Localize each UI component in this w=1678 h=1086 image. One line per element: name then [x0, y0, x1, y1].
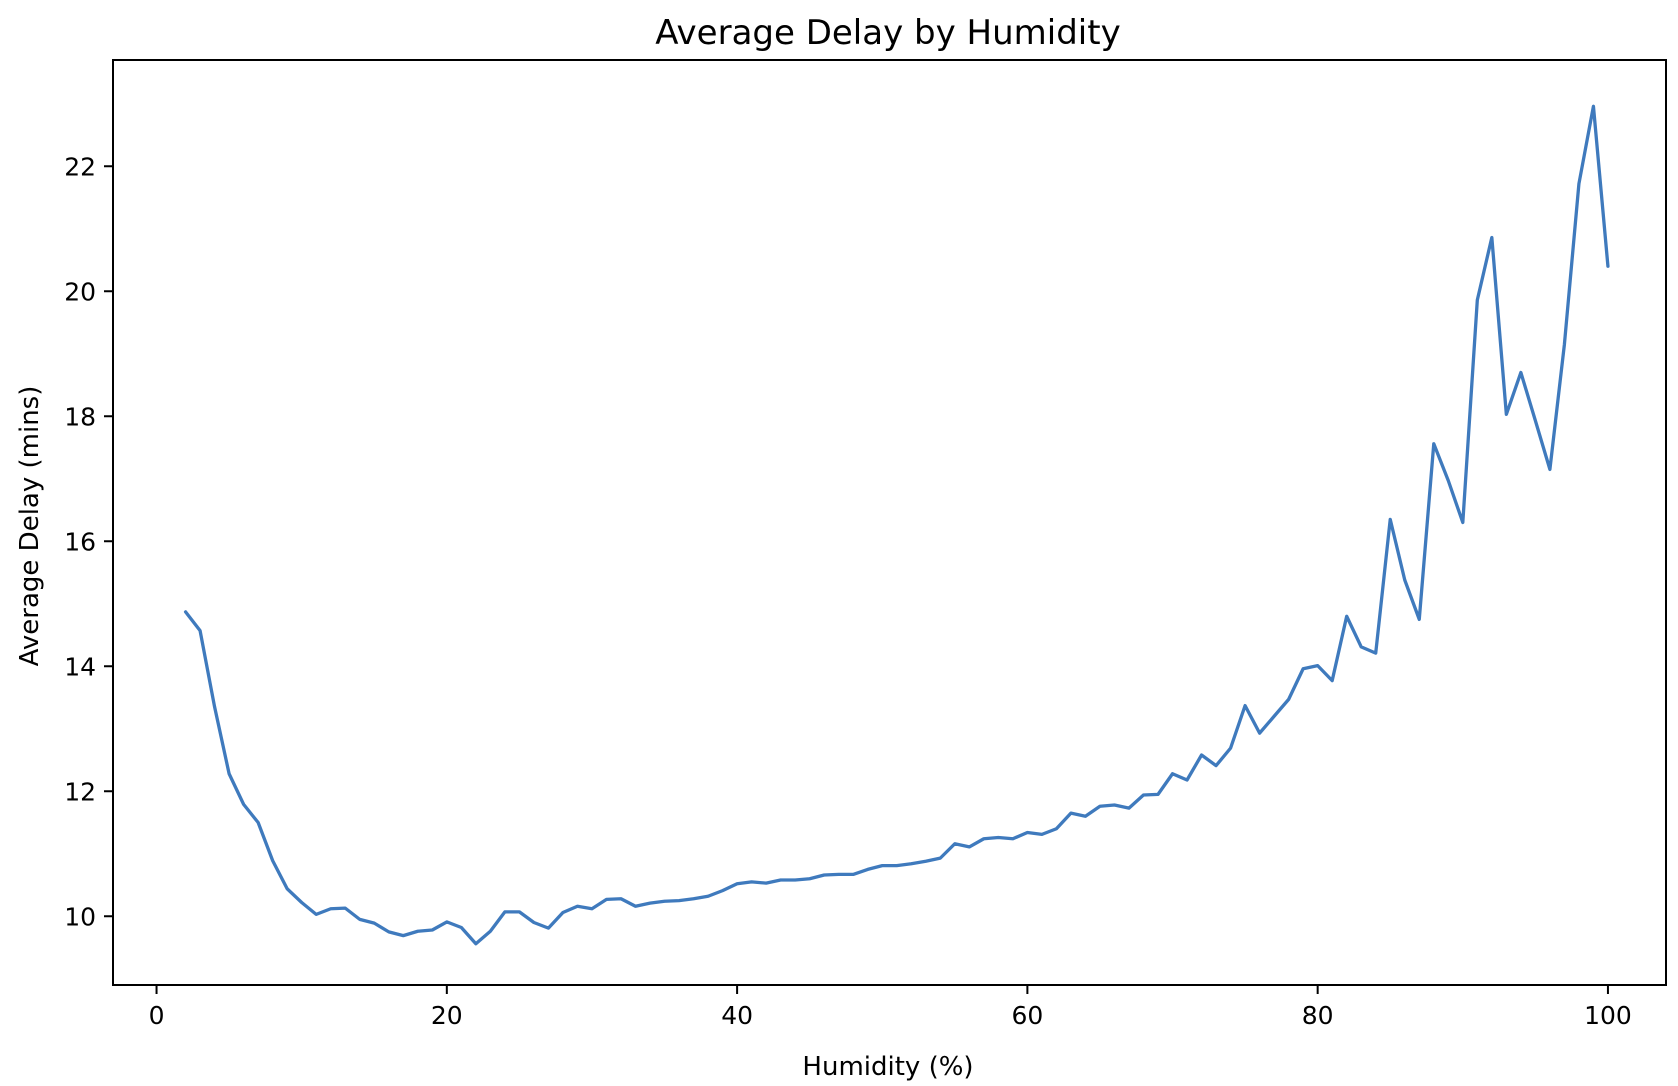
chart-title: Average Delay by Humidity — [655, 13, 1120, 53]
y-tick-label-10: 10 — [64, 902, 96, 931]
x-tick-label-100: 100 — [1584, 1001, 1632, 1030]
x-tick-label-40: 40 — [721, 1001, 753, 1030]
y-tick-label-16: 16 — [64, 527, 96, 556]
y-tick-label-22: 22 — [64, 152, 96, 181]
y-tick-label-14: 14 — [64, 652, 96, 681]
y-axis-label: Average Delay (mins) — [15, 386, 45, 667]
x-tick-label-20: 20 — [431, 1001, 463, 1030]
axes-frame — [112, 59, 1667, 986]
y-tick-label-18: 18 — [64, 402, 96, 431]
x-tick-label-80: 80 — [1302, 1001, 1334, 1030]
x-axis-label: Humidity (%) — [802, 1052, 973, 1082]
plot-area: 0 20 40 60 80 100 10 12 14 16 18 20 22 — [64, 59, 1667, 1030]
y-tick-label-20: 20 — [64, 277, 96, 306]
x-tick-label-60: 60 — [1011, 1001, 1043, 1030]
y-tick-label-12: 12 — [64, 777, 96, 806]
series-line-0 — [183, 104, 1610, 946]
x-tick-label-0: 0 — [149, 1001, 165, 1030]
